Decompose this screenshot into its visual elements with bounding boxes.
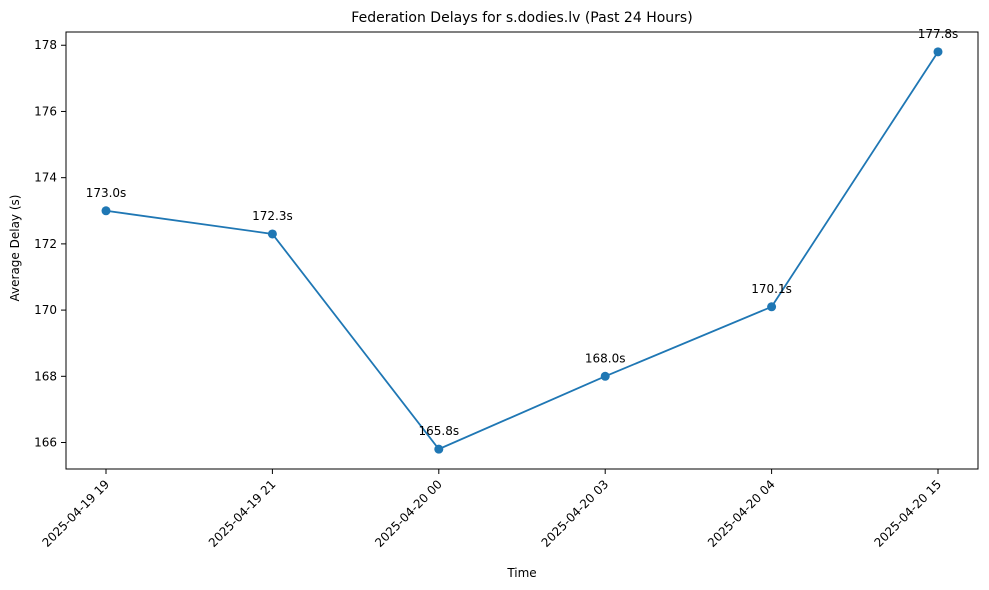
data-point [933, 47, 943, 57]
data-label: 170.1s [751, 282, 792, 296]
plot-area-frame [65, 31, 979, 470]
y-tick-label: 178 [34, 38, 57, 52]
data-label: 173.0s [86, 186, 127, 200]
data-point [767, 302, 777, 312]
x-axis-label: Time [506, 566, 536, 580]
series-line [105, 51, 939, 451]
data-label: 168.0s [585, 351, 626, 365]
data-label: 172.3s [252, 209, 293, 223]
series-layer [105, 51, 939, 451]
y-tick-label: 174 [34, 171, 57, 185]
data-point [434, 444, 444, 454]
x-tick-label: 2025-04-20 03 [539, 477, 612, 550]
y-axis-ticks: 166 168 170 172 174 176 178 [34, 38, 66, 450]
data-point [600, 371, 610, 381]
data-point [267, 229, 277, 239]
data-label: 165.8s [418, 424, 459, 438]
x-tick-label: 2025-04-20 00 [372, 477, 445, 550]
data-labels-layer: 173.0s 172.3s 165.8s 168.0s 170.1s 177.8s [86, 27, 959, 438]
data-point [101, 206, 111, 216]
y-tick-label: 166 [34, 436, 57, 450]
x-tick-label: 2025-04-20 04 [705, 477, 778, 550]
y-tick-label: 172 [34, 237, 57, 251]
y-tick-label: 176 [34, 104, 57, 118]
data-points-layer [101, 47, 943, 454]
y-axis-label: Average Delay (s) [8, 195, 22, 302]
x-tick-label: 2025-04-19 21 [206, 477, 279, 550]
y-tick-label: 168 [34, 369, 57, 383]
y-tick-label: 170 [34, 303, 57, 317]
x-axis-ticks: 2025-04-19 19 2025-04-19 21 2025-04-20 00 2… [39, 469, 944, 550]
data-label: 177.8s [918, 27, 959, 41]
x-tick-label: 2025-04-19 19 [39, 477, 112, 550]
chart-title: Federation Delays for s.dodies.lv (Past … [351, 10, 692, 26]
x-tick-label: 2025-04-20 15 [871, 477, 944, 550]
